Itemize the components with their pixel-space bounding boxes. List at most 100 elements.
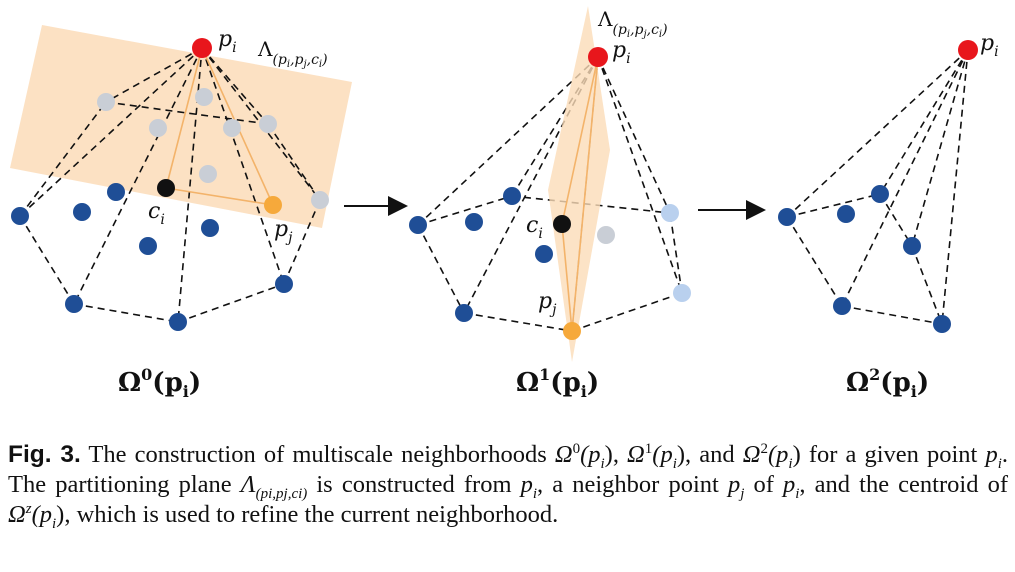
panel-omega2: pi Ω2(pi) [778, 31, 999, 401]
neighbor-point [65, 295, 83, 313]
removed-point [149, 119, 167, 137]
removed-points-omega0 [97, 88, 329, 209]
centroid-point-ci [553, 215, 571, 233]
caption-math: i [795, 485, 800, 502]
ci-label: ci [526, 213, 543, 242]
caption-math: i [51, 515, 57, 532]
panel-omega1: pi ci pj Λ(pi,pj,ci) Ω1(pi) [409, 6, 691, 401]
neighbor-point [833, 297, 851, 315]
caption-math: (p [652, 441, 673, 468]
caption-math: Ω [554, 441, 573, 468]
light-point [673, 284, 691, 302]
plane-construction-lines-omega1 [561, 56, 599, 332]
panel-omega0: pi ci pj Λ(pi,pj,ci) Ω0(pi) [10, 25, 352, 401]
caption-text: , and the centroid of [799, 471, 1008, 498]
removed-point [597, 226, 615, 244]
caption-math: 1 [644, 440, 653, 457]
ci-label: ci [148, 199, 165, 228]
caption-text: . The partitioning plane [8, 441, 1009, 498]
neighbor-point [778, 208, 796, 226]
apex-point-pi [192, 38, 212, 58]
caption-math: (p [31, 501, 52, 528]
figure-number: Fig. 3. [8, 441, 81, 468]
neighbor-point [73, 203, 91, 221]
neighbor-point [837, 205, 855, 223]
neighbor-points-omega2 [778, 185, 951, 333]
centroid-point-ci [157, 179, 175, 197]
caption-math: i [532, 485, 538, 502]
caption-math: Ω [618, 441, 645, 468]
panel-label-omega2: Ω2(pi) [846, 365, 929, 401]
caption-text: of [744, 471, 783, 498]
neighbor-point [871, 185, 889, 203]
removed-point [223, 119, 241, 137]
neighbor-point [903, 237, 921, 255]
caption-text: ), [56, 501, 71, 528]
neighbor-point [535, 245, 553, 263]
neighbor-point [465, 213, 483, 231]
caption-text: for a given point [800, 441, 986, 468]
caption-math: p [783, 471, 796, 498]
caption-math: 0 [572, 440, 581, 457]
caption-text: ), [676, 441, 692, 468]
plane-label: Λ(pi,pj,ci) [597, 7, 668, 40]
neighbor-point [11, 207, 29, 225]
caption-text: which is used to refine the current neig… [70, 501, 559, 528]
caption-math: 2 [760, 440, 768, 457]
neighbor-point-pj [563, 322, 581, 340]
apex-point-pi [588, 47, 608, 67]
caption-math: Λ [240, 471, 256, 498]
caption-math: p [985, 441, 998, 468]
apex-point-pi [958, 40, 978, 60]
pi-label: pi [218, 27, 237, 56]
neighborhood-edges-omega2 [786, 49, 969, 325]
neighbor-points-omega1 [409, 187, 553, 322]
caption-math: i [672, 455, 677, 472]
caption-math: i [997, 455, 1002, 472]
multiscale-neighborhood-diagram: pi ci pj Λ(pi,pj,ci) Ω0(pi) [10, 6, 999, 401]
removed-point [259, 115, 277, 133]
caption-text: is constructed from [307, 471, 521, 498]
pj-label: pj [538, 289, 557, 318]
light-points-omega1 [597, 204, 691, 302]
neighbor-point [139, 237, 157, 255]
caption-math: (p [767, 441, 789, 468]
removed-point [311, 191, 329, 209]
neighbor-point [933, 315, 951, 333]
neighbor-point [275, 275, 293, 293]
caption-math: i [788, 455, 793, 472]
panel-label-omega1: Ω1(pi) [516, 365, 599, 401]
caption-text: , a neighbor point [537, 471, 728, 498]
plane-label: Λ(pi,pj,ci) [257, 37, 328, 70]
caption-math: p [520, 471, 533, 498]
pj-label: pj [274, 217, 293, 246]
pi-label: pi [612, 38, 631, 67]
caption-text: The construction of multiscale neighborh… [80, 441, 555, 468]
caption-math: Ω [742, 441, 761, 468]
caption-math: Ω [8, 501, 26, 528]
neighbor-point [107, 183, 125, 201]
neighbor-point-pj [264, 196, 282, 214]
figure-caption: Fig. 3. The construction of multiscale n… [8, 440, 1009, 532]
caption-text: ), [604, 441, 619, 468]
pi-label: pi [980, 31, 999, 60]
light-point [661, 204, 679, 222]
neighbor-point [455, 304, 473, 322]
caption-math: z [25, 500, 32, 517]
caption-math: i [600, 455, 605, 472]
removed-point [195, 88, 213, 106]
caption-math: (pi,pj,ci) [255, 485, 308, 502]
caption-text: ) [792, 441, 801, 468]
neighbor-point [169, 313, 187, 331]
removed-point [97, 93, 115, 111]
neighbor-points-omega0 [11, 183, 293, 331]
neighbor-point [503, 187, 521, 205]
neighbor-point [201, 219, 219, 237]
caption-math: j [740, 485, 745, 502]
neighbor-point [409, 216, 427, 234]
removed-point [199, 165, 217, 183]
caption-math: (p [580, 441, 601, 468]
caption-math: p [727, 471, 741, 498]
caption-text: and [691, 441, 743, 468]
panel-label-omega0: Ω0(pi) [118, 365, 201, 401]
